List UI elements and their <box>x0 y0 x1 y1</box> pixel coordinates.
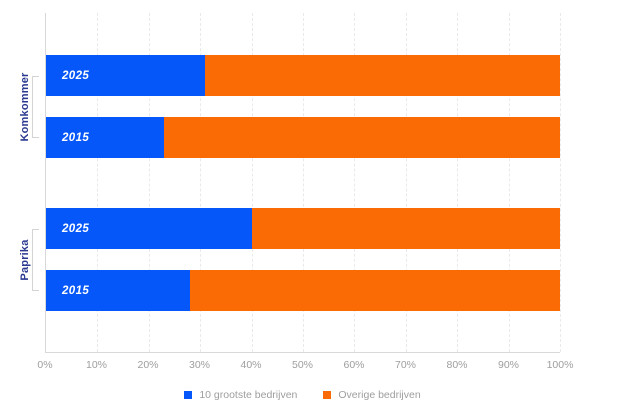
category-label-komkommer: Komkommer <box>19 71 31 142</box>
group-bracket-komkommer <box>32 75 39 138</box>
x-axis-tick-label: 40% <box>240 359 262 371</box>
x-axis-tick-label: 60% <box>343 359 365 371</box>
legend-swatch-icon <box>323 391 332 399</box>
gridline <box>560 13 561 352</box>
gridline <box>251 13 253 352</box>
x-axis-tick-label: 80% <box>446 359 468 371</box>
year-label: 2015 <box>62 284 90 297</box>
x-axis-tick-label: 20% <box>137 359 159 371</box>
bar-segment-other-companies <box>189 270 560 311</box>
bar-segment-largest-companies: 2015 <box>46 117 165 158</box>
category-label-paprika: Paprika <box>19 238 31 281</box>
gridline <box>303 13 304 352</box>
legend-label: Overige bedrijven <box>338 389 421 401</box>
gridline <box>457 13 459 352</box>
bar-segment-largest-companies: 2025 <box>46 55 206 96</box>
x-axis-tick-label: 10% <box>85 359 108 371</box>
x-axis-tick-label: 30% <box>188 359 211 371</box>
gridline <box>354 13 356 352</box>
bar-row-paprika-2015: 2015 <box>46 270 560 311</box>
bar-row-komkommer-2025: 2025 <box>46 55 560 96</box>
bar-row-komkommer-2015: 2015 <box>46 117 560 158</box>
x-axis-tick-label: 0% <box>37 359 53 371</box>
gridline <box>200 13 202 352</box>
bar-segment-other-companies <box>164 117 560 158</box>
bar-segment-largest-companies: 2025 <box>46 208 252 249</box>
bar-segment-largest-companies: 2015 <box>46 270 190 311</box>
plot-area: 2025 2015 2025 2015 <box>45 13 561 353</box>
legend: 10 grootste bedrijven Overige bedrijven <box>45 389 560 401</box>
x-axis-tick-label: 100% <box>546 359 574 371</box>
gridline <box>405 13 407 352</box>
year-label: 2025 <box>62 222 90 235</box>
bar-segment-other-companies <box>251 208 560 249</box>
year-label: 2025 <box>62 69 90 82</box>
group-bracket-paprika <box>32 228 39 291</box>
x-axis-tick-label: 70% <box>394 359 417 371</box>
gridline <box>97 13 99 352</box>
gridline <box>508 13 510 352</box>
legend-label: 10 grootste bedrijven <box>199 389 298 401</box>
year-label: 2015 <box>62 131 90 144</box>
gridline <box>148 13 150 352</box>
bar-segment-other-companies <box>205 55 560 96</box>
legend-item: Overige bedrijven <box>323 389 421 401</box>
legend-swatch-icon <box>184 391 193 399</box>
legend-item: 10 grootste bedrijven <box>184 389 297 401</box>
x-axis-tick-label: 50% <box>291 359 314 371</box>
bar-row-paprika-2025: 2025 <box>46 208 560 249</box>
x-axis-tick-label: 90% <box>497 359 520 371</box>
